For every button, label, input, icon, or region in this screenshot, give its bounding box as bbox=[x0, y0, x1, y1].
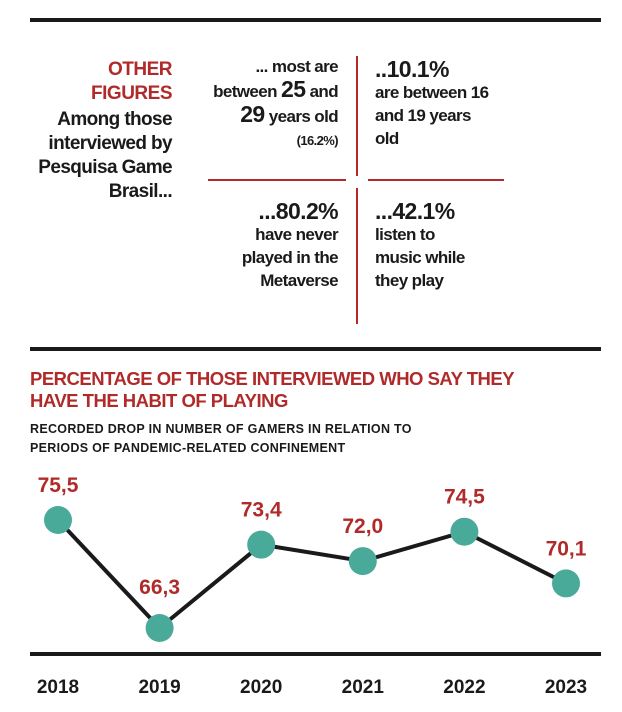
divider-horizontal-right bbox=[368, 179, 504, 181]
x-tick-label-2019: 2019 bbox=[138, 677, 180, 698]
data-point-2021 bbox=[348, 547, 377, 576]
figures-intro: OTHER FIGURES Among those interviewed by… bbox=[30, 58, 172, 204]
figure-teen-share: ..10.1% are between 16 and 19 years old bbox=[375, 58, 545, 150]
figure-age-pre: ... most are between bbox=[213, 57, 339, 101]
chart-subtitle: RECORDED DROP IN NUMBER OF GAMERS IN REL… bbox=[30, 422, 412, 455]
figure-teen-value: ..10.1% bbox=[375, 56, 449, 82]
value-label-2019: 66,3 bbox=[139, 576, 180, 599]
middle-rule bbox=[30, 347, 601, 351]
x-tick-label-2020: 2020 bbox=[240, 677, 282, 698]
figure-teen-text: are between 16 and 19 years old bbox=[375, 83, 489, 148]
data-point-2023 bbox=[552, 569, 580, 598]
figure-age-range: ... most are between 25 and 29 years old… bbox=[210, 55, 339, 152]
figure-age-note: (16.2%) bbox=[296, 133, 339, 148]
figure-metaverse: ...80.2% have never played in the Metave… bbox=[210, 198, 339, 292]
value-label-2018: 75,5 bbox=[38, 474, 79, 497]
divider-vertical-top bbox=[356, 56, 358, 176]
figure-age-n1: 25 bbox=[281, 76, 306, 102]
value-label-2022: 74,5 bbox=[444, 486, 485, 509]
chart-title: PERCENTAGE OF THOSE INTERVIEWED WHO SAY … bbox=[30, 368, 514, 411]
divider-horizontal-left bbox=[208, 179, 346, 181]
data-point-2022 bbox=[450, 517, 479, 546]
figure-music-value: ...42.1% bbox=[375, 198, 455, 224]
data-point-2019 bbox=[145, 614, 174, 642]
x-tick-label-2021: 2021 bbox=[342, 677, 385, 698]
line-chart: 75,5 66,3 73,4 72,0 74,5 70,1 2018 2019 2020 202… bbox=[37, 474, 587, 698]
value-label-2021: 72,0 bbox=[342, 515, 383, 538]
figure-age-post: years old bbox=[268, 107, 339, 126]
top-rule bbox=[30, 18, 601, 22]
figure-music-text: listen to music while they play bbox=[375, 225, 465, 290]
series-line bbox=[56, 518, 567, 630]
data-point-2018 bbox=[44, 506, 72, 534]
figure-metaverse-value: ...80.2% bbox=[258, 198, 338, 224]
divider-vertical-bottom bbox=[356, 188, 358, 324]
figure-age-mid: and bbox=[309, 82, 339, 101]
figures-lead: Among those interviewed by Pesquisa Game… bbox=[38, 109, 172, 202]
data-point-2020 bbox=[247, 530, 276, 559]
x-tick-label-2022: 2022 bbox=[443, 677, 485, 698]
value-label-2023: 70,1 bbox=[546, 537, 587, 560]
figures-kicker: OTHER FIGURES bbox=[91, 59, 172, 104]
figure-age-n2: 29 bbox=[240, 101, 265, 127]
baseline-rule bbox=[30, 652, 601, 656]
x-tick-label-2018: 2018 bbox=[37, 677, 79, 698]
figure-metaverse-text: have never played in the Metaverse bbox=[241, 225, 339, 290]
value-label-2020: 73,4 bbox=[241, 499, 282, 522]
figure-music: ...42.1% listen to music while they play bbox=[375, 200, 545, 292]
x-tick-label-2023: 2023 bbox=[545, 677, 587, 698]
